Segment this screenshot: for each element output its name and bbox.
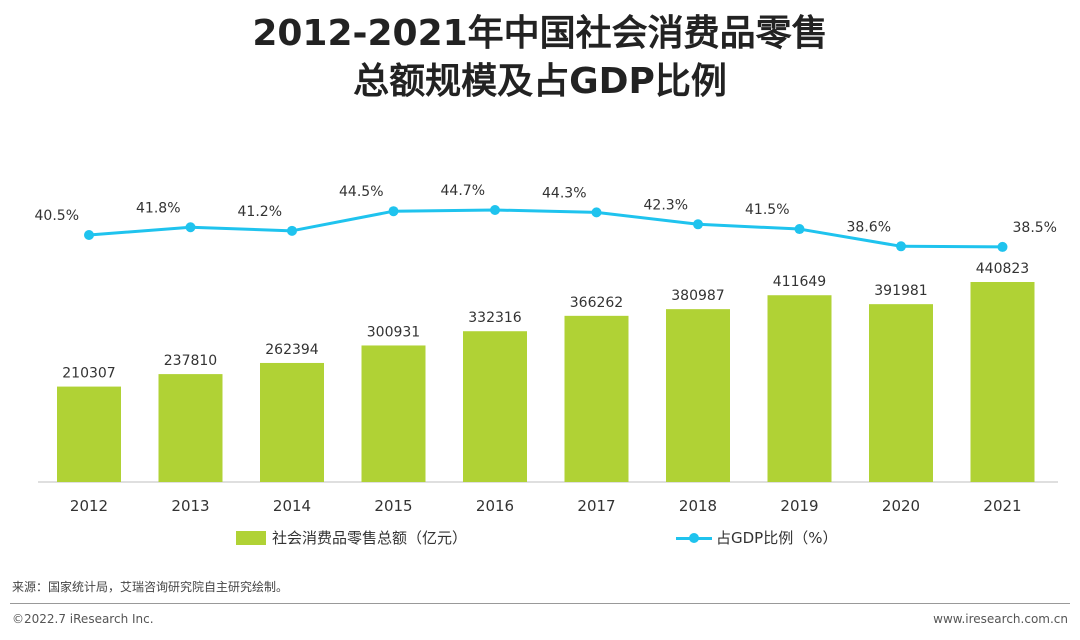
bar-value-label-2015: 300931 — [367, 324, 420, 340]
copyright: ©2022.7 iResearch Inc. — [12, 612, 154, 626]
legend-line-swatch — [676, 531, 712, 545]
line-value-label-2014: 41.2% — [238, 204, 282, 220]
line-point-2012 — [84, 230, 94, 240]
bar-2019 — [767, 295, 832, 482]
source-note: 来源：国家统计局，艾瑞咨询研究院自主研究绘制。 — [12, 580, 289, 594]
line-point-2013 — [185, 222, 196, 233]
line-point-2017 — [591, 207, 602, 218]
x-tick-label-2013: 2013 — [171, 497, 209, 515]
x-tick-label-2016: 2016 — [476, 497, 514, 515]
website: www.iresearch.com.cn — [933, 612, 1068, 626]
line-point-2016 — [490, 205, 500, 215]
line-value-label-2019: 41.5% — [745, 202, 789, 218]
bar-2020 — [869, 304, 933, 482]
legend-bar-swatch — [236, 530, 266, 545]
bar-2013 — [158, 374, 223, 482]
bar-value-label-2016: 332316 — [468, 310, 522, 326]
line-series-path — [88, 208, 1003, 249]
x-tick-label-2021: 2021 — [983, 497, 1021, 515]
legend-bar-series: 社会消费品零售总额（亿元） — [236, 527, 467, 548]
line-value-label-2018: 42.3% — [644, 197, 688, 213]
legend-line-label: 占GDP比例（%） — [716, 529, 838, 547]
line-value-label-2017: 44.3% — [542, 185, 586, 201]
bar-value-label-2013: 237810 — [164, 353, 217, 369]
line-point-2018 — [693, 219, 703, 230]
chart-plot: 210307 2012 237810 2013 262394 2014 300931 2015… — [35, 183, 1058, 515]
footer-divider — [10, 603, 1070, 604]
x-tick-label-2015: 2015 — [374, 497, 412, 515]
bar-2015 — [361, 345, 426, 482]
chart-title-line-2: 总额规模及占GDP比例 — [353, 61, 727, 102]
x-tick-label-2012: 2012 — [70, 497, 108, 515]
bar-value-label-2018: 380987 — [671, 288, 724, 304]
line-value-label-2015: 44.5% — [339, 184, 383, 200]
line-point-2021 — [997, 241, 1008, 252]
bar-2021 — [970, 282, 1035, 482]
bar-value-label-2019: 411649 — [773, 274, 826, 290]
line-value-label-2013: 41.8% — [136, 200, 180, 216]
bar-value-label-2017: 366262 — [570, 295, 623, 311]
bar-2016 — [463, 331, 527, 482]
x-tick-label-2014: 2014 — [273, 497, 311, 515]
line-value-label-2012: 40.5% — [35, 208, 79, 224]
x-tick-label-2018: 2018 — [679, 497, 717, 515]
x-tick-label-2019: 2019 — [780, 497, 818, 515]
line-point-2019 — [794, 224, 805, 235]
bar-value-label-2012: 210307 — [62, 366, 115, 382]
line-point-2020 — [896, 241, 906, 252]
line-point-2015 — [388, 206, 399, 217]
line-value-label-2021: 38.5% — [1013, 220, 1057, 236]
bar-value-label-2014: 262394 — [265, 342, 319, 358]
chart-title: 2012-2021年中国社会消费品零售 总额规模及占GDP比例 — [0, 10, 1080, 106]
bar-value-label-2020: 391981 — [874, 283, 927, 299]
line-value-label-2016: 44.7% — [441, 183, 485, 199]
line-value-label-2020: 38.6% — [847, 219, 891, 235]
x-tick-label-2017: 2017 — [577, 497, 615, 515]
x-tick-label-2020: 2020 — [882, 497, 920, 515]
line-point-2014 — [287, 225, 297, 236]
bar-2014 — [260, 362, 324, 482]
bar-2017 — [564, 315, 629, 482]
legend-bar-label: 社会消费品零售总额（亿元） — [272, 529, 468, 547]
chart-title-line-1: 2012-2021年中国社会消费品零售 — [252, 13, 828, 54]
legend-line-series: 占GDP比例（%） — [676, 527, 837, 548]
bar-2018 — [666, 309, 730, 482]
bar-2012 — [57, 386, 121, 482]
bar-value-label-2021: 440823 — [976, 261, 1029, 277]
